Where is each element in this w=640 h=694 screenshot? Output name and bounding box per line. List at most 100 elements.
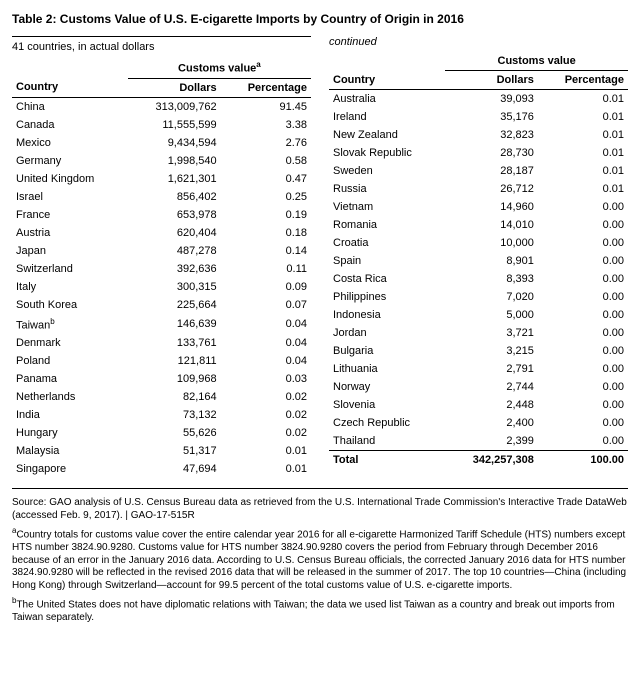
cell-pct: 0.25: [221, 188, 311, 206]
cell-dollars: 5,000: [445, 306, 538, 324]
cell-pct: 0.00: [538, 252, 628, 270]
table-row: Costa Rica8,3930.00: [329, 270, 628, 288]
cell-dollars: 73,132: [128, 406, 221, 424]
table-row: Ireland35,1760.01: [329, 108, 628, 126]
table-row: New Zealand32,8230.01: [329, 126, 628, 144]
col-dollars: Dollars: [445, 71, 538, 90]
table-row: Switzerland392,6360.11: [12, 260, 311, 278]
total-row: Total 342,257,308 100.00: [329, 451, 628, 470]
cell-dollars: 39,093: [445, 90, 538, 109]
cell-dollars: 35,176: [445, 108, 538, 126]
table-row: Poland121,8110.04: [12, 352, 311, 370]
cell-country: Slovenia: [329, 396, 445, 414]
cell-country: Norway: [329, 378, 445, 396]
cell-country: Israel: [12, 188, 128, 206]
cell-pct: 0.00: [538, 270, 628, 288]
table-row: Romania14,0100.00: [329, 216, 628, 234]
cell-country: Netherlands: [12, 388, 128, 406]
cell-pct: 0.00: [538, 342, 628, 360]
footnotes: Source: GAO analysis of U.S. Census Bure…: [12, 488, 628, 624]
cell-pct: 0.02: [221, 424, 311, 442]
cell-dollars: 109,968: [128, 370, 221, 388]
cell-country: Vietnam: [329, 198, 445, 216]
table-columns: 41 countries, in actual dollars Customs …: [12, 36, 628, 478]
cell-country: Australia: [329, 90, 445, 109]
table-row: Mexico9,434,5942.76: [12, 134, 311, 152]
cell-dollars: 856,402: [128, 188, 221, 206]
cell-dollars: 2,791: [445, 360, 538, 378]
cell-dollars: 9,434,594: [128, 134, 221, 152]
cell-country: Thailand: [329, 432, 445, 451]
table-row: Taiwanb146,6390.04: [12, 314, 311, 335]
table-row: Vietnam14,9600.00: [329, 198, 628, 216]
col-country: Country: [329, 71, 445, 90]
table-row: South Korea225,6640.07: [12, 296, 311, 314]
cell-country: Singapore: [12, 460, 128, 478]
cell-country: Mexico: [12, 134, 128, 152]
footnote-b: bThe United States does not have diploma…: [12, 596, 628, 624]
customs-value-header: Customs valuea: [128, 57, 311, 78]
cell-country: Malaysia: [12, 442, 128, 460]
table-row: Jordan3,7210.00: [329, 324, 628, 342]
cell-dollars: 620,404: [128, 224, 221, 242]
table-row: Norway2,7440.00: [329, 378, 628, 396]
cell-dollars: 8,901: [445, 252, 538, 270]
cell-dollars: 133,761: [128, 334, 221, 352]
table-row: Israel856,4020.25: [12, 188, 311, 206]
cell-dollars: 82,164: [128, 388, 221, 406]
col-percentage: Percentage: [538, 71, 628, 90]
cell-pct: 0.00: [538, 198, 628, 216]
table-title: Table 2: Customs Value of U.S. E-cigaret…: [12, 12, 628, 26]
cell-dollars: 300,315: [128, 278, 221, 296]
cell-pct: 0.01: [538, 144, 628, 162]
cell-pct: 0.11: [221, 260, 311, 278]
cell-country: Italy: [12, 278, 128, 296]
table-row: Canada11,555,5993.38: [12, 116, 311, 134]
table-row: Slovak Republic28,7300.01: [329, 144, 628, 162]
subtitle: 41 countries, in actual dollars: [12, 36, 311, 53]
table-row: China313,009,76291.45: [12, 97, 311, 116]
cell-dollars: 313,009,762: [128, 97, 221, 116]
table-row: Sweden28,1870.01: [329, 162, 628, 180]
table-row: Singapore47,6940.01: [12, 460, 311, 478]
table-row: Indonesia5,0000.00: [329, 306, 628, 324]
table-row: India73,1320.02: [12, 406, 311, 424]
cell-dollars: 14,960: [445, 198, 538, 216]
table-row: Denmark133,7610.04: [12, 334, 311, 352]
cell-pct: 0.00: [538, 360, 628, 378]
cell-dollars: 3,215: [445, 342, 538, 360]
right-column: continued Customs value Country Dollars …: [329, 36, 628, 478]
table-row: Italy300,3150.09: [12, 278, 311, 296]
cell-dollars: 2,400: [445, 414, 538, 432]
cell-dollars: 1,621,301: [128, 170, 221, 188]
table-row: Malaysia51,3170.01: [12, 442, 311, 460]
cell-dollars: 26,712: [445, 180, 538, 198]
cell-country: Lithuania: [329, 360, 445, 378]
cell-dollars: 32,823: [445, 126, 538, 144]
cell-dollars: 225,664: [128, 296, 221, 314]
group-header-row: Customs value: [329, 52, 628, 71]
cell-country: Poland: [12, 352, 128, 370]
table-row: Slovenia2,4480.00: [329, 396, 628, 414]
table-row: Russia26,7120.01: [329, 180, 628, 198]
table-row: Germany1,998,5400.58: [12, 152, 311, 170]
cell-pct: 0.07: [221, 296, 311, 314]
table-row: Bulgaria3,2150.00: [329, 342, 628, 360]
cell-dollars: 47,694: [128, 460, 221, 478]
cell-pct: 0.04: [221, 334, 311, 352]
cell-country: Jordan: [329, 324, 445, 342]
cell-pct: 0.00: [538, 234, 628, 252]
cell-dollars: 3,721: [445, 324, 538, 342]
total-dollars: 342,257,308: [445, 451, 538, 470]
cell-dollars: 14,010: [445, 216, 538, 234]
cell-pct: 0.02: [221, 406, 311, 424]
column-header-row: Country Dollars Percentage: [329, 71, 628, 90]
cell-pct: 0.00: [538, 216, 628, 234]
cell-pct: 0.00: [538, 306, 628, 324]
cell-pct: 0.00: [538, 396, 628, 414]
cell-pct: 0.01: [538, 126, 628, 144]
cell-dollars: 7,020: [445, 288, 538, 306]
cell-country: Croatia: [329, 234, 445, 252]
left-table: Customs valuea Country Dollars Percentag…: [12, 57, 311, 478]
cell-pct: 0.00: [538, 414, 628, 432]
